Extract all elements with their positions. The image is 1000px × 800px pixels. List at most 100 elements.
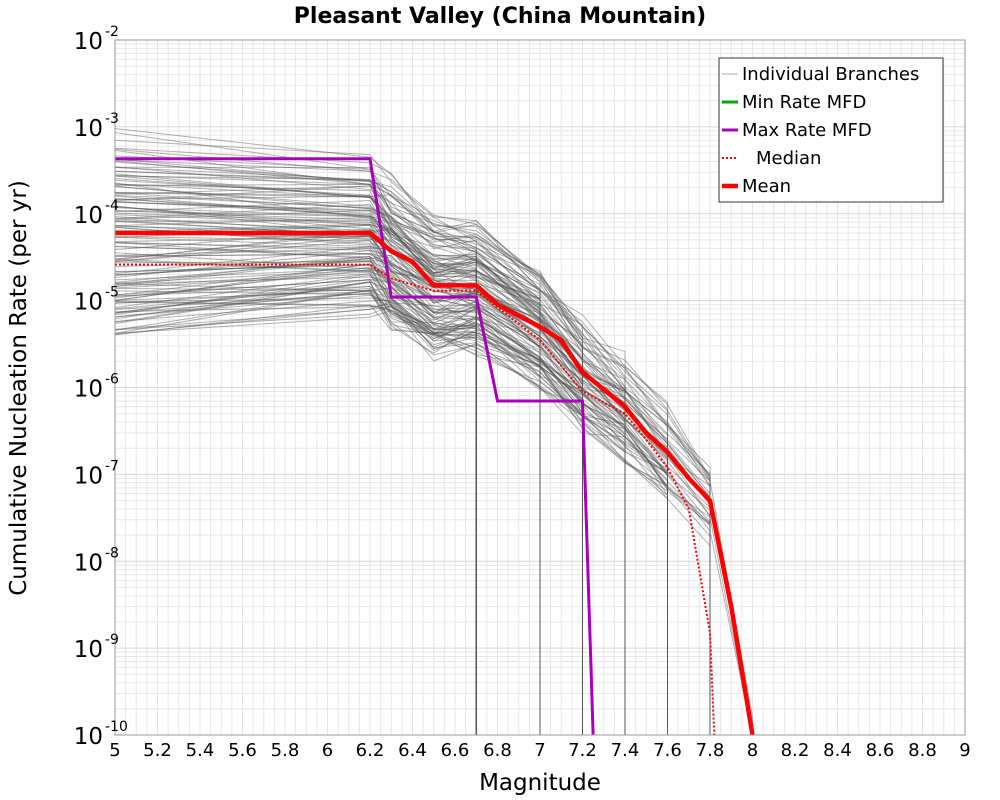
branch-line (114, 185, 711, 735)
branch-line (114, 301, 668, 735)
x-tick-label: 8.2 (781, 740, 810, 761)
branch-line (114, 292, 477, 735)
x-tick-label: 5.6 (228, 740, 257, 761)
branch-line (114, 159, 711, 735)
branch-line (114, 195, 477, 735)
branch-line (114, 274, 711, 735)
x-tick-label: 8 (747, 740, 758, 761)
branch-line (114, 236, 626, 735)
branch-line (114, 207, 477, 735)
branch-line (114, 178, 583, 735)
legend-label: Individual Branches (742, 64, 919, 85)
y-tick-label: 10 (74, 377, 103, 403)
branch-line (114, 283, 668, 735)
branch-line (114, 186, 541, 735)
branch-line (114, 257, 711, 735)
branch-line (114, 257, 583, 735)
branch-line (114, 170, 541, 735)
branch-line (114, 255, 668, 735)
branch-line (114, 226, 668, 735)
branch-line (114, 245, 541, 735)
y-tick-label: 10 (74, 637, 103, 663)
y-tick-exponent: -2 (105, 24, 119, 40)
branch-line (114, 229, 626, 735)
x-tick-label: 8.6 (866, 740, 895, 761)
branch-line (114, 236, 583, 735)
branch-line (114, 198, 541, 735)
branch-line (114, 301, 711, 735)
branch-line (114, 148, 626, 735)
branch-line (114, 183, 583, 735)
y-tick-exponent: -4 (105, 198, 119, 214)
branch-line (114, 290, 626, 735)
branch-line (114, 139, 711, 735)
branch-line (114, 273, 477, 735)
branch-line (114, 294, 668, 735)
branch-line (114, 248, 668, 735)
branch-line (114, 299, 477, 735)
y-tick-exponent: -8 (105, 545, 119, 561)
branch-line (114, 260, 477, 735)
branch-line (114, 286, 668, 735)
y-tick-label: 10 (74, 290, 103, 316)
x-tick-label: 6.8 (483, 740, 512, 761)
x-tick-label: 6.4 (398, 740, 427, 761)
branch-line (114, 198, 711, 735)
branch-line (114, 290, 583, 735)
branch-line (114, 252, 541, 735)
chart-title: Pleasant Valley (China Mountain) (294, 4, 706, 29)
x-tick-label: 9 (959, 740, 970, 761)
branch-line (114, 205, 626, 735)
series-lines (115, 157, 755, 736)
x-tick-label: 7.4 (611, 740, 640, 761)
y-tick-labels: 10-210-310-410-510-610-710-810-910-10 (74, 24, 128, 750)
x-tick-label: 6.2 (356, 740, 385, 761)
branch-line (114, 166, 711, 735)
series-line-max-rate-mfd (115, 157, 595, 736)
plot-frame (114, 39, 966, 736)
branch-line (114, 263, 477, 735)
y-tick-exponent: -6 (105, 372, 119, 388)
branch-line (114, 260, 626, 735)
branch-line (114, 281, 477, 735)
branch-line (114, 279, 668, 735)
branch-line (114, 183, 541, 735)
branch-line (114, 185, 477, 735)
branch-line (114, 192, 541, 735)
branch-line (114, 289, 668, 735)
branch-line (114, 287, 668, 735)
branch-line (114, 273, 541, 735)
branch-line (114, 179, 541, 735)
branch-line (114, 271, 668, 735)
branch-line (114, 281, 583, 735)
branch-line (114, 301, 477, 735)
branch-line (114, 192, 668, 735)
branch-line (114, 161, 668, 735)
branch-line (114, 281, 668, 735)
branch-line (114, 263, 583, 735)
branch-line (114, 263, 626, 735)
y-tick-label: 10 (74, 724, 103, 750)
y-tick-exponent: -9 (105, 632, 119, 648)
legend-label: Median (756, 148, 821, 169)
branch-line (114, 261, 668, 735)
branch-line (114, 309, 711, 735)
y-axis-label: Cumulative Nucleation Rate (per yr) (6, 180, 32, 596)
y-tick-exponent: -5 (105, 285, 119, 301)
branch-line (114, 278, 668, 735)
branch-line (114, 166, 541, 735)
legend-box (718, 57, 944, 203)
y-tick-label: 10 (74, 29, 103, 55)
x-axis-label: Magnitude (479, 770, 601, 796)
legend-label: Max Rate MFD (742, 120, 872, 141)
x-tick-label: 7.8 (696, 740, 725, 761)
branch-line (114, 231, 583, 735)
x-tick-label: 5 (109, 740, 120, 761)
y-tick-exponent: -10 (105, 719, 128, 735)
branch-line (114, 267, 477, 735)
branch-line (114, 191, 477, 735)
y-tick-exponent: -7 (105, 458, 119, 474)
branch-line (114, 149, 753, 735)
branch-line (114, 279, 477, 735)
branch-line (114, 170, 711, 735)
